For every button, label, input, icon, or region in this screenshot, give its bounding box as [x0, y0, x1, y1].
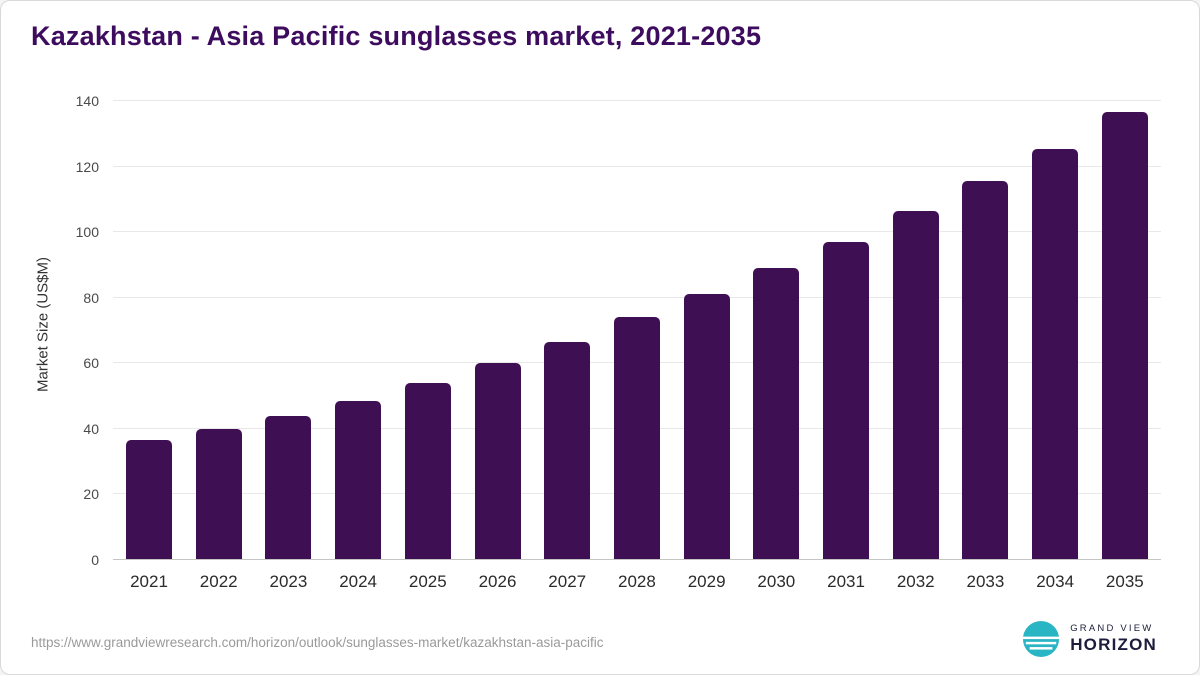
- x-tick-label-2026: 2026: [478, 572, 517, 591]
- bar-2033: [962, 181, 1009, 560]
- y-tick-label-0: 0: [91, 552, 99, 568]
- x-tick-label-2025: 2025: [408, 572, 447, 591]
- x-tick-label-2021: 2021: [130, 572, 168, 591]
- x-tick-label-2033: 2033: [966, 572, 1005, 591]
- bar-column-2026: 2026: [474, 101, 521, 591]
- bar-2029: [683, 294, 730, 560]
- bar-2021: [126, 440, 172, 560]
- x-tick-label-2030: 2030: [757, 572, 796, 591]
- brand-logo: GRAND VIEW HORIZON: [1022, 620, 1157, 658]
- logo-text-bottom: HORIZON: [1070, 634, 1157, 654]
- bar-2025: [404, 382, 451, 560]
- y-tick-label-20: 20: [83, 486, 99, 503]
- y-tick-label-140: 140: [75, 93, 99, 109]
- x-tick-label-2031: 2031: [827, 572, 865, 591]
- bar-column-2025: 2025: [404, 101, 451, 591]
- y-axis-label: Market Size (US$M): [34, 256, 52, 393]
- bar-2026: [474, 363, 521, 560]
- bar-column-2030: 2030: [753, 101, 800, 591]
- horizon-sun-icon: [1023, 620, 1060, 658]
- bar-2022: [195, 428, 242, 560]
- bar-column-2034: 2034: [1032, 101, 1079, 591]
- bar-2023: [265, 415, 312, 560]
- bar-column-2029: 2029: [683, 101, 730, 591]
- x-tick-label-2023: 2023: [269, 572, 308, 591]
- logo-text: GRAND VIEW HORIZON: [1070, 622, 1157, 654]
- bar-column-2021: 2021: [126, 101, 172, 591]
- bar-2027: [544, 341, 591, 560]
- bar-column-2035: 2035: [1101, 101, 1148, 591]
- chart-title: Kazakhstan - Asia Pacific sunglasses mar…: [31, 21, 762, 51]
- y-tick-label-120: 120: [75, 158, 99, 175]
- source-url: https://www.grandviewresearch.com/horizo…: [31, 635, 604, 650]
- bar-column-2031: 2031: [823, 101, 870, 591]
- bar-column-2028: 2028: [613, 101, 660, 591]
- bar-2028: [613, 317, 660, 560]
- x-tick-label-2028: 2028: [618, 572, 656, 591]
- gridline-120: [113, 165, 1161, 167]
- x-tick-label-2029: 2029: [687, 572, 726, 591]
- x-tick-label-2022: 2022: [199, 572, 238, 591]
- y-tick-label-60: 60: [83, 355, 99, 372]
- bars-container: 2021 2022 2023 2024 2025 2026 2027 2028 2029 2030…: [113, 101, 1161, 591]
- y-tick-label-80: 80: [83, 289, 99, 306]
- logo-text-top: GRAND VIEW: [1070, 622, 1154, 634]
- bar-column-2027: 2027: [544, 101, 591, 591]
- bar-column-2032: 2032: [892, 101, 939, 591]
- x-tick-label-2034: 2034: [1036, 572, 1075, 591]
- y-tick-label-40: 40: [83, 420, 99, 437]
- bar-column-2023: 2023: [265, 101, 312, 591]
- plot-area: 0 20 40 60 80 100 120 140 2021 2022 2023 2024 2025 2…: [76, 93, 1161, 591]
- bar-column-2033: 2033: [962, 101, 1009, 591]
- bar-column-2024: 2024: [335, 101, 382, 591]
- bar-2035: [1101, 112, 1148, 560]
- bar-2034: [1032, 148, 1079, 560]
- x-tick-label-2035: 2035: [1105, 572, 1144, 591]
- x-tick-label-2024: 2024: [339, 572, 378, 591]
- bar-2030: [753, 268, 800, 560]
- bar-2024: [335, 401, 382, 560]
- gridline-80: [113, 296, 1161, 298]
- gridline-0: [113, 559, 1161, 560]
- y-tick-label-100: 100: [75, 224, 99, 241]
- gridline-100: [113, 231, 1161, 233]
- x-tick-label-2027: 2027: [548, 572, 587, 591]
- x-tick-label-2032: 2032: [896, 572, 935, 591]
- bar-2032: [892, 210, 939, 560]
- bar-column-2022: 2022: [195, 101, 242, 591]
- gridline-140: [113, 100, 1161, 101]
- bar-2031: [823, 241, 870, 560]
